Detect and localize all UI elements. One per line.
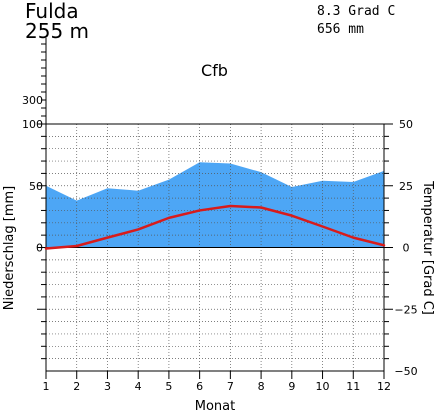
right-tick-label: −50	[394, 365, 417, 378]
x-tick-label: 1	[43, 380, 50, 393]
x-tick-label: 7	[227, 380, 234, 393]
x-tick-label: 4	[135, 380, 142, 393]
x-tick-label: 2	[73, 380, 80, 393]
left-tick-label: 300	[22, 94, 43, 107]
right-tick-label: 25	[399, 180, 413, 193]
right-tick-label: −25	[394, 303, 417, 316]
right-tick-label: 0	[403, 242, 410, 255]
right-axis-label: Temperatur [Grad C]	[420, 180, 435, 315]
x-tick-label: 12	[377, 380, 391, 393]
x-tick-label: 8	[258, 380, 265, 393]
station-name: Fulda	[25, 0, 79, 23]
x-tick-label: 6	[196, 380, 203, 393]
precipitation-area	[46, 162, 384, 248]
mean-temperature: 8.3 Grad C	[317, 4, 396, 19]
station-elevation: 255 m	[25, 19, 90, 43]
temperature-line	[44, 204, 386, 250]
left-tick-label: 50	[29, 180, 43, 193]
climate-class: Cfb	[201, 61, 228, 80]
x-axis-label: Monat	[195, 399, 235, 414]
right-tick-label: 50	[399, 118, 413, 131]
left-tick-label: 0	[36, 242, 43, 255]
x-tick-label: 11	[346, 380, 360, 393]
x-tick-label: 9	[288, 380, 295, 393]
annual-precipitation: 656 mm	[317, 22, 364, 37]
x-tick-label: 10	[316, 380, 330, 393]
x-tick-label: 5	[165, 380, 172, 393]
x-tick-label: 3	[104, 380, 111, 393]
left-axis-label: Niederschlag [mm]	[2, 186, 17, 311]
left-tick-label: 100	[22, 118, 43, 131]
